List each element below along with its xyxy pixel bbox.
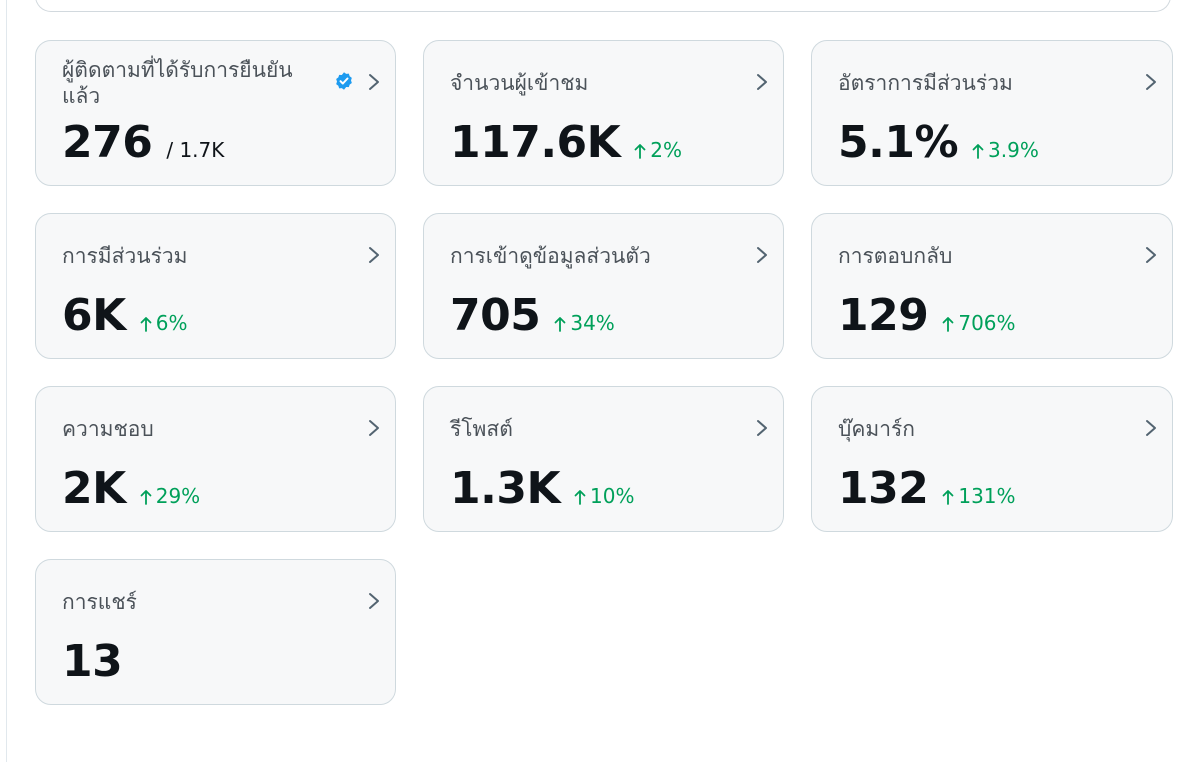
arrow-up-icon — [554, 317, 566, 332]
chevron-right-icon — [1146, 247, 1156, 263]
metric-label: ความชอบ — [62, 417, 154, 441]
metric-value-row: 276 / 1.7K — [62, 117, 224, 169]
metric-label: อัตราการมีส่วนร่วม — [838, 71, 1013, 95]
chevron-right-icon — [757, 420, 767, 436]
metric-change-value: 2% — [650, 138, 683, 162]
chevron-right-icon — [369, 74, 379, 90]
arrow-up-icon — [972, 144, 984, 159]
metric-change: 29% — [140, 484, 200, 508]
metric-value: 1.3K — [450, 463, 561, 514]
metric-change-value: 6% — [155, 311, 188, 335]
chevron-right-icon — [1146, 74, 1156, 90]
metric-card-bookmarks[interactable]: บุ๊คมาร์ก 132 131% — [811, 386, 1173, 532]
metric-change: 6% — [140, 311, 188, 335]
arrow-up-icon — [942, 490, 954, 505]
metric-change-value: 3.9% — [988, 138, 1039, 162]
metric-value: 13 — [62, 636, 123, 687]
metric-change-value: 29% — [155, 484, 201, 508]
chevron-right-icon — [369, 247, 379, 263]
arrow-up-icon — [574, 490, 586, 505]
metric-value: 705 — [450, 290, 541, 341]
metric-change-value: 706% — [958, 311, 1016, 335]
chevron-right-icon — [757, 247, 767, 263]
metric-value-row: 705 34% — [450, 290, 615, 342]
verified-badge-icon — [336, 72, 352, 90]
metric-value: 2K — [62, 463, 126, 514]
metric-card-engagements[interactable]: การมีส่วนร่วม 6K 6% — [35, 213, 396, 359]
metric-label: การมีส่วนร่วม — [62, 244, 188, 268]
metric-change: 131% — [942, 484, 1016, 508]
metric-change-value: 131% — [958, 484, 1016, 508]
metric-value-row: 6K 6% — [62, 290, 187, 342]
metric-change: 10% — [574, 484, 635, 508]
metric-label: จำนวนผู้เข้าชม — [450, 71, 589, 95]
metric-label: บุ๊คมาร์ก — [838, 417, 916, 441]
metric-value-row: 2K 29% — [62, 463, 200, 515]
metric-card-profile-visits[interactable]: การเข้าดูข้อมูลส่วนตัว 705 34% — [423, 213, 784, 359]
metric-value-row: 13 — [62, 636, 123, 688]
metric-value-row: 132 131% — [838, 463, 1016, 515]
metric-value-row: 1.3K 10% — [450, 463, 635, 515]
metric-total: / 1.7K — [166, 138, 225, 162]
metric-value: 129 — [838, 290, 929, 341]
chevron-right-icon — [1146, 420, 1156, 436]
metric-value: 5.1% — [838, 117, 959, 168]
arrow-up-icon — [942, 317, 954, 332]
metric-card-impressions[interactable]: จำนวนผู้เข้าชม 117.6K 2% — [423, 40, 784, 186]
metric-label: การเข้าดูข้อมูลส่วนตัว — [450, 244, 651, 268]
chevron-right-icon — [369, 420, 379, 436]
metric-change: 34% — [554, 311, 615, 335]
metric-label: การแชร์ — [62, 590, 137, 614]
metric-value: 276 — [62, 117, 153, 168]
arrow-up-icon — [634, 144, 646, 159]
metric-change-value: 10% — [590, 484, 635, 508]
previous-card-edge — [35, 0, 1171, 12]
metric-change: 706% — [942, 311, 1016, 335]
metric-change: 3.9% — [972, 138, 1039, 162]
metric-value-row: 117.6K 2% — [450, 117, 682, 169]
chevron-right-icon — [369, 593, 379, 609]
arrow-up-icon — [140, 317, 152, 332]
left-divider — [6, 0, 7, 762]
metric-card-verified-followers[interactable]: ผู้ติดตามที่ได้รับการยืนยันแล้ว 276 / 1.… — [35, 40, 396, 186]
metrics-grid: ผู้ติดตามที่ได้รับการยืนยันแล้ว 276 / 1.… — [35, 40, 1173, 705]
metric-label: การตอบกลับ — [838, 244, 953, 268]
metric-card-replies[interactable]: การตอบกลับ 129 706% — [811, 213, 1173, 359]
metric-value-row: 5.1% 3.9% — [838, 117, 1039, 169]
arrow-up-icon — [140, 490, 152, 505]
metric-label: รีโพสต์ — [450, 417, 513, 441]
metric-label: ผู้ติดตามที่ได้รับการยืนยันแล้ว — [62, 58, 293, 108]
metric-value-row: 129 706% — [838, 290, 1016, 342]
metric-change: 2% — [634, 138, 682, 162]
metric-card-engagement-rate[interactable]: อัตราการมีส่วนร่วม 5.1% 3.9% — [811, 40, 1173, 186]
metric-value: 132 — [838, 463, 929, 514]
metric-card-likes[interactable]: ความชอบ 2K 29% — [35, 386, 396, 532]
chevron-right-icon — [757, 74, 767, 90]
metric-value: 6K — [62, 290, 126, 341]
metric-value: 117.6K — [450, 117, 621, 168]
metric-card-shares[interactable]: การแชร์ 13 — [35, 559, 396, 705]
metric-change-value: 34% — [570, 311, 615, 335]
metric-card-reposts[interactable]: รีโพสต์ 1.3K 10% — [423, 386, 784, 532]
